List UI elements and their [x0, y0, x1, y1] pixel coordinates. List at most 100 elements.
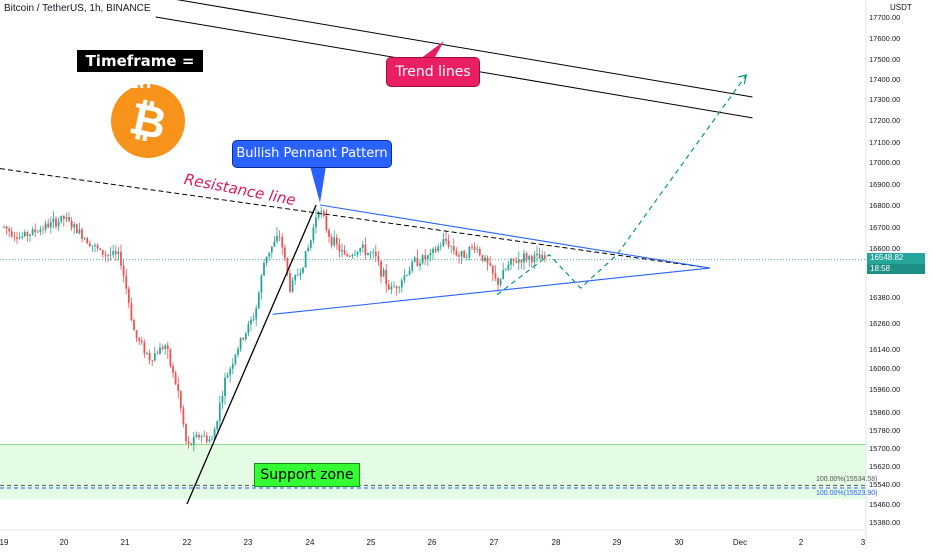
candle [26, 230, 29, 242]
candle [291, 277, 294, 293]
candle [458, 251, 460, 264]
candle [138, 336, 141, 346]
pole-line [186, 204, 317, 505]
pennant-lower-line [272, 267, 710, 315]
x-tick-label: 29 [613, 538, 622, 547]
candle [364, 237, 367, 260]
currency-label: USDT [890, 3, 912, 12]
candle [216, 420, 219, 432]
support-zone [0, 444, 866, 499]
candle [351, 253, 354, 260]
candle [419, 259, 421, 271]
candle [146, 351, 148, 356]
candle [450, 245, 453, 254]
candle [270, 246, 273, 259]
candle [260, 273, 263, 300]
candle [528, 254, 531, 267]
candle [148, 349, 151, 365]
candle [257, 290, 260, 310]
candle [187, 436, 190, 449]
candle [68, 212, 70, 223]
y-tick-label: 17000.00 [869, 158, 900, 167]
trend-lines-callout: Trend lines [386, 57, 480, 87]
candle [463, 249, 466, 259]
candle [504, 267, 507, 272]
candle [226, 372, 229, 379]
y-tick-label: 17600.00 [869, 34, 900, 43]
candle [437, 243, 440, 253]
candle [140, 337, 143, 346]
candle [224, 372, 226, 405]
candle [47, 218, 50, 229]
y-tick-label: 17200.00 [869, 116, 900, 125]
candle [195, 431, 198, 438]
candle [361, 240, 364, 253]
candle [452, 238, 455, 255]
candle [247, 321, 250, 337]
candle [465, 253, 468, 261]
candle [489, 256, 492, 267]
y-tick-label: 16800.00 [869, 201, 900, 210]
support-zone-label: Support zone [254, 463, 360, 487]
candle [294, 273, 297, 285]
candle [164, 343, 167, 355]
candle [120, 244, 122, 270]
candle [328, 228, 330, 244]
candle [354, 249, 356, 257]
candle [166, 341, 169, 359]
trend-line-1 [176, 0, 753, 98]
candle [281, 233, 284, 256]
candle [122, 259, 125, 283]
candle [114, 245, 117, 262]
x-tick-label: 21 [121, 538, 130, 547]
candle [408, 266, 411, 276]
candle [468, 245, 471, 261]
candle [83, 236, 86, 241]
candle [476, 244, 479, 254]
candle [455, 247, 458, 257]
y-tick-label: 16900.00 [869, 180, 900, 189]
candle [91, 245, 94, 252]
candle [320, 206, 323, 218]
candle [530, 254, 533, 268]
candle [315, 208, 317, 234]
candle [429, 248, 432, 262]
candle [73, 221, 76, 235]
candle [107, 253, 109, 263]
x-tick-label: 3 [861, 538, 866, 547]
candle [101, 249, 104, 259]
candle [494, 265, 497, 282]
x-tick-label: 19 [0, 538, 9, 547]
candle [393, 281, 395, 288]
candle [387, 279, 390, 291]
projection-arrowhead [738, 74, 748, 85]
candle [99, 247, 102, 251]
candle [250, 316, 252, 332]
candle [403, 269, 406, 284]
candle [289, 269, 291, 294]
x-tick-label: 30 [675, 538, 684, 547]
candle [185, 423, 187, 445]
candle [16, 232, 18, 245]
y-tick-label: 15620.00 [869, 462, 900, 471]
candle [497, 277, 499, 292]
candle [229, 366, 232, 383]
x-tick-label: Dec [733, 538, 747, 547]
candle [536, 246, 538, 263]
candle [525, 251, 528, 263]
candle [172, 362, 174, 378]
candle [169, 348, 172, 369]
y-axis: 17700.00 17600.00 17500.00 17400.00 17300.00… [865, 0, 900, 550]
candle [182, 404, 185, 428]
candle [502, 262, 505, 280]
candle [416, 249, 419, 267]
x-tick-label: 2 [799, 538, 804, 547]
candle [57, 217, 60, 231]
candle [439, 242, 442, 251]
candle [523, 249, 525, 271]
candle [3, 225, 5, 229]
candle [29, 233, 31, 242]
candle [541, 250, 544, 260]
